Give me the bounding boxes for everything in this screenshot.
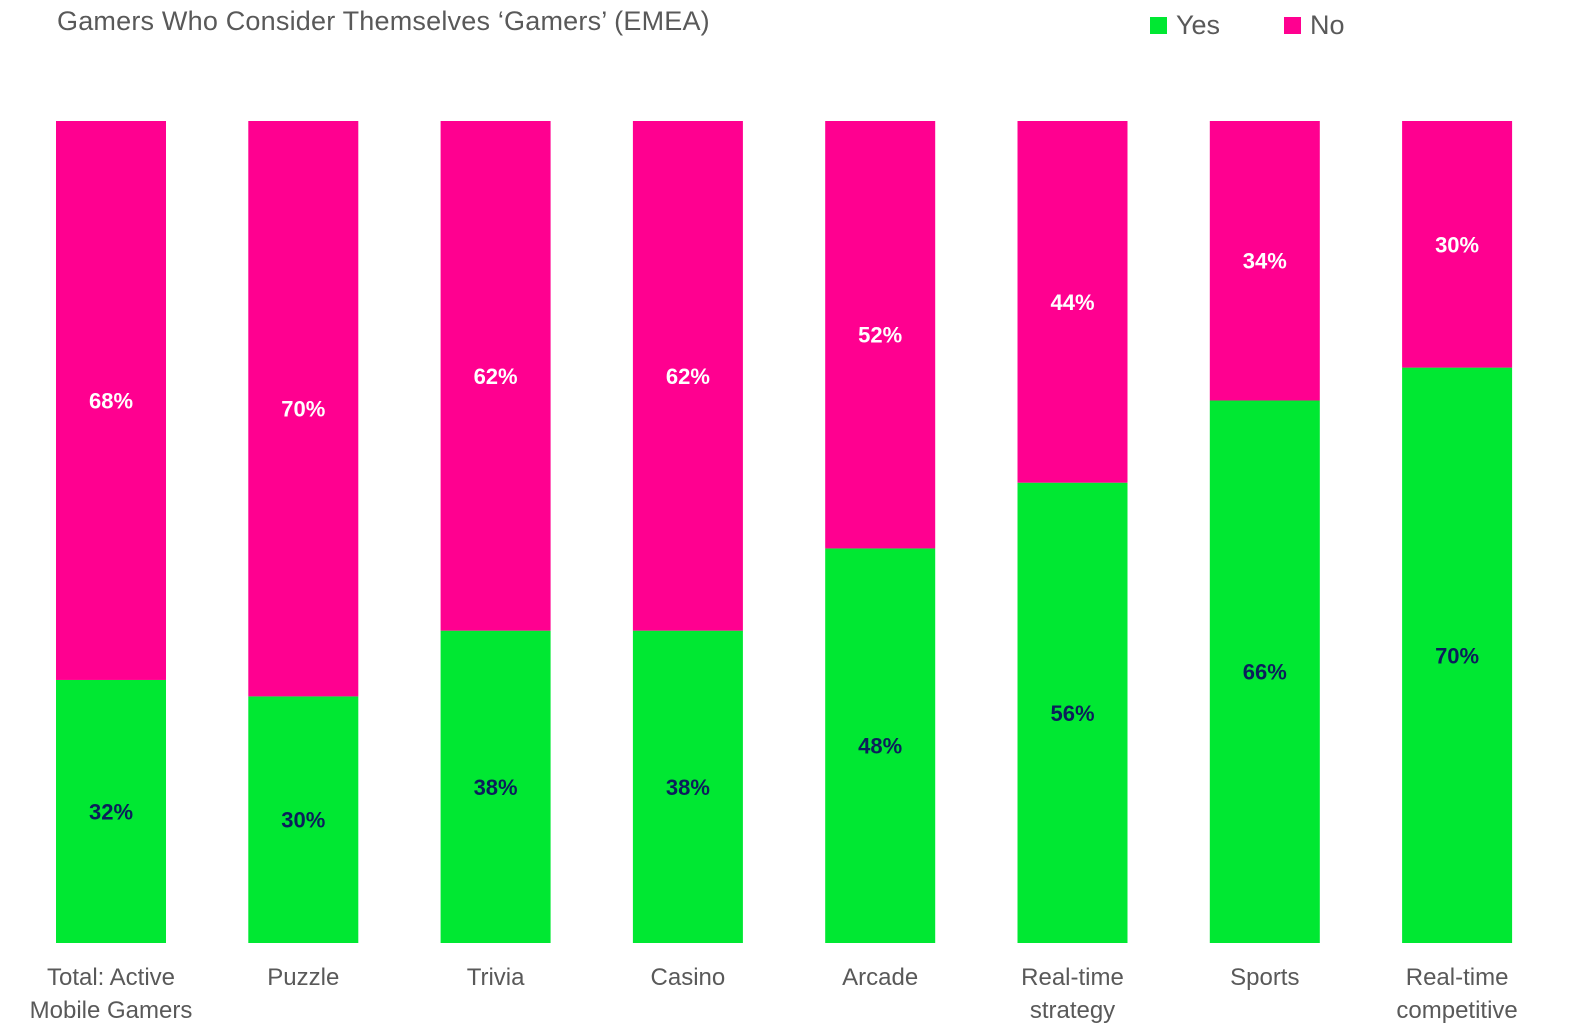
data-label-yes-1: 30% — [281, 808, 325, 833]
category-label-0: Total: Active Mobile Gamers — [30, 964, 193, 1024]
data-label-yes-3: 38% — [666, 775, 710, 800]
data-label-yes-6: 66% — [1243, 660, 1287, 685]
category-label-5: Real-time strategy — [1021, 964, 1124, 1024]
data-label-yes-5: 56% — [1050, 701, 1094, 726]
data-label-no-2: 62% — [474, 364, 518, 389]
bar-yes-7 — [1402, 367, 1513, 944]
category-label-1: Puzzle — [267, 964, 339, 991]
bar-no-2 — [440, 121, 551, 631]
category-label-4: Arcade — [842, 964, 918, 991]
bar-yes-6 — [1209, 400, 1320, 944]
legend-label-no: No — [1310, 10, 1345, 40]
bar-no-0 — [56, 121, 166, 680]
data-label-no-0: 68% — [89, 388, 133, 413]
bar-no-6 — [1209, 121, 1320, 401]
data-label-no-7: 30% — [1435, 232, 1479, 257]
legend: Yes No — [1150, 10, 1345, 41]
data-label-yes-0: 32% — [89, 799, 133, 824]
legend-swatch-no — [1284, 17, 1302, 34]
bar-no-1 — [248, 121, 359, 697]
data-label-no-5: 44% — [1050, 290, 1094, 315]
legend-item-no: No — [1284, 10, 1345, 41]
legend-label-yes: Yes — [1176, 10, 1221, 40]
bar-yes-4 — [825, 548, 936, 943]
data-label-yes-4: 48% — [858, 734, 902, 759]
bar-no-5 — [1017, 121, 1128, 483]
category-label-6: Sports — [1230, 964, 1299, 991]
category-label-2: Trivia — [467, 964, 525, 991]
data-label-no-1: 70% — [281, 397, 325, 422]
data-label-no-4: 52% — [858, 323, 902, 348]
category-label-7: Real-time competitive — [1396, 964, 1517, 1024]
legend-swatch-yes — [1150, 17, 1167, 34]
data-label-yes-2: 38% — [474, 775, 518, 800]
data-label-no-3: 62% — [666, 364, 710, 389]
data-label-no-6: 34% — [1243, 249, 1287, 274]
bar-no-3 — [632, 121, 743, 631]
bar-yes-5 — [1017, 482, 1128, 943]
bar-yes-0 — [56, 679, 166, 943]
bar-yes-1 — [248, 696, 359, 943]
category-label-3: Casino — [651, 964, 726, 991]
bar-yes-3 — [632, 630, 743, 943]
data-label-yes-7: 70% — [1435, 643, 1479, 668]
legend-item-yes: Yes — [1150, 10, 1220, 41]
bar-no-7 — [1402, 121, 1513, 368]
chart-title: Gamers Who Consider Themselves ‘Gamers’ … — [57, 6, 710, 36]
bar-yes-2 — [440, 630, 551, 943]
bar-no-4 — [825, 121, 936, 549]
